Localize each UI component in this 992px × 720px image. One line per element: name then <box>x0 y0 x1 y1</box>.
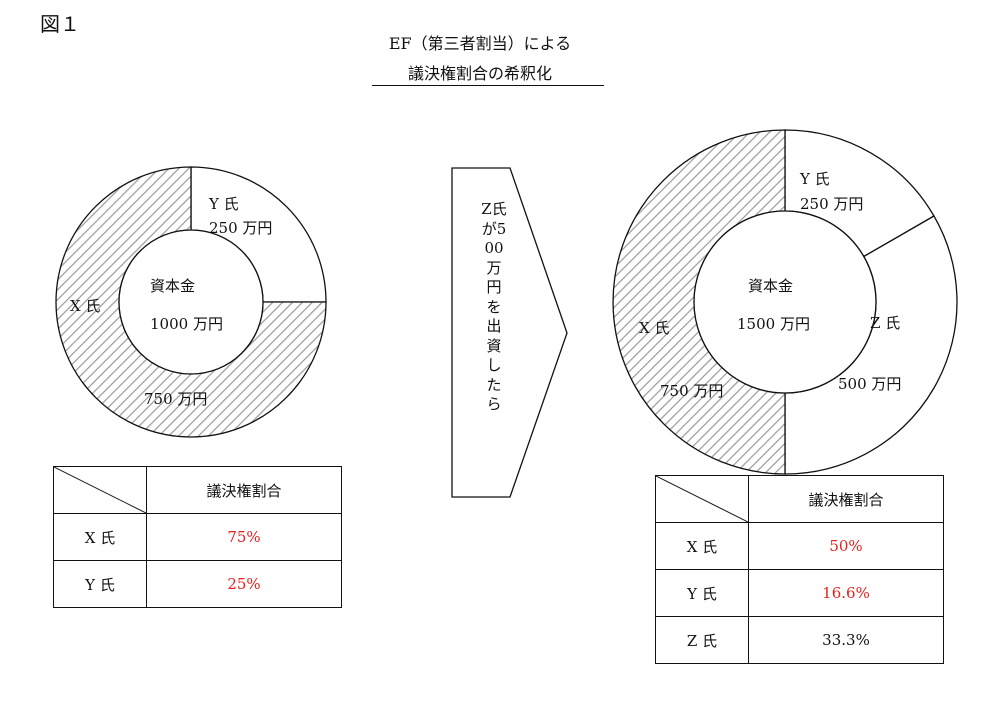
voting-ratio: 75% <box>146 513 342 561</box>
after-y-name: Y 氏 <box>800 170 830 188</box>
corner-diagonal <box>656 476 748 522</box>
after-voting-table: 議決権割合 X 氏 50% Y 氏 16.6% Z 氏 33.3% <box>655 475 944 664</box>
after-z-amount: 500 万円 <box>838 375 902 393</box>
table-corner-cell <box>53 466 147 514</box>
figure-label: 図１ <box>40 12 80 36</box>
holder-name: Y 氏 <box>655 569 749 617</box>
holder-name: Y 氏 <box>53 560 147 608</box>
table-row: Y 氏 16.6% <box>655 569 944 617</box>
arrow-caption: Z氏が500万円を出資したら <box>481 200 507 413</box>
after-y-amount: 250 万円 <box>800 195 864 213</box>
before-voting-table: 議決権割合 X 氏 75% Y 氏 25% <box>53 466 342 608</box>
before-x-name: X 氏 <box>70 297 101 315</box>
after-z-name: Z 氏 <box>870 314 901 332</box>
title-underline <box>372 85 604 86</box>
after-center-label: 資本金 <box>748 277 794 295</box>
table-header: 議決権割合 <box>748 475 944 523</box>
after-center-hole <box>693 210 877 394</box>
table-row: Z 氏 33.3% <box>655 616 944 664</box>
diagram-title-line1: EF（第三者割当）による <box>388 34 572 53</box>
table-row: X 氏 75% <box>53 513 342 561</box>
holder-name: X 氏 <box>53 513 147 561</box>
table-header: 議決権割合 <box>146 466 342 514</box>
after-x-name: X 氏 <box>639 319 670 337</box>
donut-after <box>612 129 958 475</box>
voting-ratio: 16.6% <box>748 569 944 617</box>
after-x-amount: 750 万円 <box>660 382 724 400</box>
before-center-label: 資本金 <box>150 277 196 295</box>
voting-ratio: 25% <box>146 560 342 608</box>
before-x-amount: 750 万円 <box>144 390 208 408</box>
before-y-amount: 250 万円 <box>209 219 273 237</box>
corner-diagonal <box>54 467 146 513</box>
table-header-row: 議決権割合 <box>53 466 342 514</box>
flow-arrow <box>451 167 568 498</box>
table-row: X 氏 50% <box>655 522 944 570</box>
before-center-amount: 1000 万円 <box>150 315 223 333</box>
table-row: Y 氏 25% <box>53 560 342 608</box>
voting-ratio: 50% <box>748 522 944 570</box>
donut-before <box>55 166 327 438</box>
holder-name: X 氏 <box>655 522 749 570</box>
holder-name: Z 氏 <box>655 616 749 664</box>
after-center-amount: 1500 万円 <box>737 315 810 333</box>
before-y-name: Y 氏 <box>209 195 239 213</box>
table-corner-cell <box>655 475 749 523</box>
diagram-title-line2: 議決権割合の希釈化 <box>407 64 552 83</box>
table-header-row: 議決権割合 <box>655 475 944 523</box>
before-center-hole <box>118 229 264 375</box>
voting-ratio: 33.3% <box>748 616 944 664</box>
